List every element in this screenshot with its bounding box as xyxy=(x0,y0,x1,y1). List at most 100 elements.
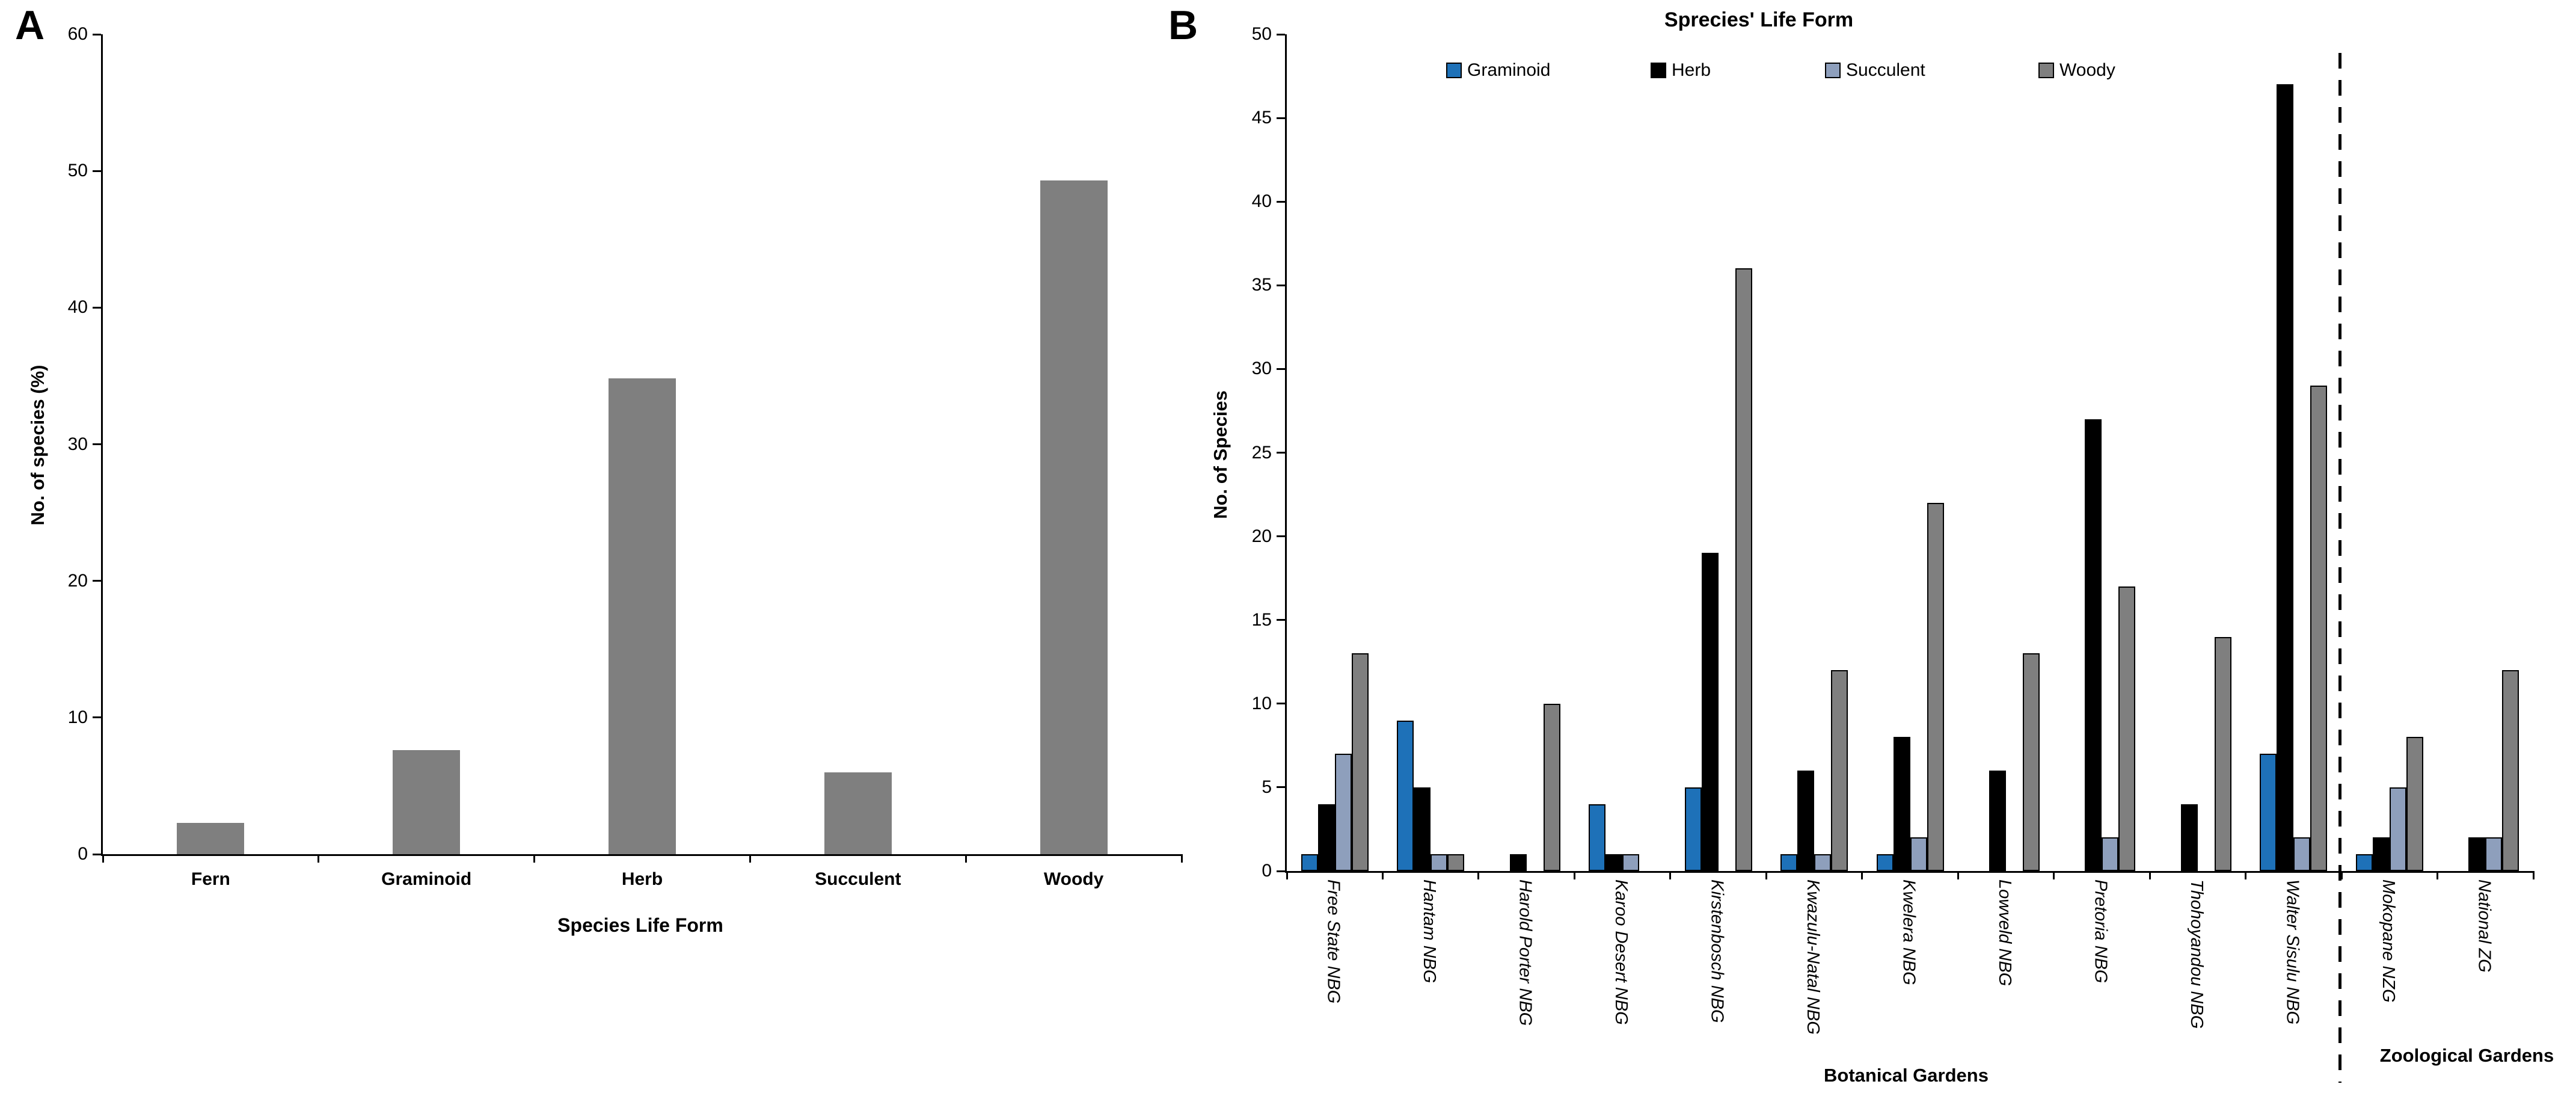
legend-swatch-herb-icon xyxy=(1651,63,1666,78)
panel-a-y-tick-label-60: 60 xyxy=(67,24,88,44)
panel-a-y-tick-label-30: 30 xyxy=(67,434,88,454)
panel-b-x-tick-2 xyxy=(1477,871,1480,879)
bar-herb-hantam-nbg xyxy=(1414,787,1431,871)
panel-b-chart-title: Sprecies' Life Form xyxy=(1664,8,1854,31)
panel-b-y-tick-15 xyxy=(1277,619,1285,621)
panel-b-y-tick-label-0: 0 xyxy=(1262,861,1272,881)
bar-woody-pretoria-nbg xyxy=(2118,586,2136,871)
panel-a-y-tick-50 xyxy=(93,170,101,172)
panel-b-x-tick-11 xyxy=(2340,871,2343,879)
panel-b-y-tick-label-25: 25 xyxy=(1251,442,1272,463)
panel-b-x-tick-10 xyxy=(2245,871,2247,879)
panel-b-y-axis-title: No. of Species xyxy=(1210,390,1231,519)
panel-a-x-tick-3 xyxy=(749,854,751,863)
legend-item-woody: Woody xyxy=(2038,61,2115,80)
bar-woody-kwelera-nbg xyxy=(1927,502,1944,871)
bar-herb xyxy=(609,378,676,854)
bar-woody-lowveld-nbg xyxy=(2022,653,2040,871)
bar-herb-lowveld-nbg xyxy=(1989,771,2006,871)
legend-item-graminoid: Graminoid xyxy=(1446,61,1550,80)
bar-herb-pretoria-nbg xyxy=(2085,419,2102,871)
panel-b-y-tick-0 xyxy=(1277,870,1285,872)
panel-a-x-tick-4 xyxy=(964,854,967,863)
bar-woody xyxy=(1040,180,1108,854)
panel-b-plot-area: 0 5 10 15 20 25 30 35 40 45 50 Free State NBG Hantam… xyxy=(1252,25,2535,1035)
panel-a-y-tick-0 xyxy=(93,853,101,855)
bar-herb-kwelera-nbg xyxy=(1893,737,1910,871)
panel-b-y-tick-35 xyxy=(1277,284,1285,286)
bar-succulent xyxy=(824,772,892,854)
bar-succulent-walter-sisulu-nbg xyxy=(2293,837,2311,871)
panel-a-plot-area: 0 10 20 30 40 50 60 Fern Graminoid Herb Succulent W… xyxy=(68,25,1183,889)
panel-b-y-tick-20 xyxy=(1277,535,1285,538)
panel-b-category-label-free-state-nbg: Free State NBG xyxy=(1323,879,1343,1004)
bar-herb-harold-porter-nbg xyxy=(1509,854,1527,871)
panel-a-x-tick-5 xyxy=(1180,854,1183,863)
panel-a-y-tick-label-20: 20 xyxy=(67,570,88,591)
panel-b-category-label-karoo-desert-nbg: Karoo Desert NBG xyxy=(1612,879,1631,1025)
panel-a-category-label-succulent: Succulent xyxy=(815,869,901,889)
bar-woody-hantam-nbg xyxy=(1447,854,1465,871)
panel-b-x-tick-1 xyxy=(1381,871,1384,879)
panel-a-category-label-fern: Fern xyxy=(191,869,230,889)
zoological-gardens-label: Zoological Gardens xyxy=(2379,1045,2554,1066)
panel-a-x-tick-2 xyxy=(533,854,536,863)
panel-b-x-tick-4 xyxy=(1669,871,1672,879)
bar-succulent-hantam-nbg xyxy=(1431,854,1448,871)
bar-herb-thohoyandou-nbg xyxy=(2180,804,2198,871)
legend-label-herb: Herb xyxy=(1672,60,1711,80)
panel-b-category-label-pretoria-nbg: Pretoria NBG xyxy=(2091,879,2111,984)
panel-b-y-tick-label-45: 45 xyxy=(1251,108,1272,128)
panel-b-y-tick-label-35: 35 xyxy=(1251,275,1272,295)
panel-b-category-label-lowveld-nbg: Lowveld NBG xyxy=(1995,879,2014,987)
panel-b-y-tick-label-20: 20 xyxy=(1251,526,1272,546)
panel-b-category-label-harold-porter-nbg: Harold Porter NBG xyxy=(1515,879,1535,1026)
panel-b-y-tick-label-50: 50 xyxy=(1251,24,1272,44)
bar-herb-kwazulu-natal-nbg xyxy=(1797,771,1815,871)
bar-herb-karoo-desert-nbg xyxy=(1605,854,1623,871)
bar-woody-national-zg xyxy=(2502,670,2519,871)
bar-succulent-karoo-desert-nbg xyxy=(1622,854,1640,871)
panel-b-category-label-national-zg: National ZG xyxy=(2474,879,2494,973)
panel-b-legend: Graminoid Herb Succulent Woody xyxy=(1446,61,2288,81)
bar-herb-kirstenbosch-nbg xyxy=(1701,553,1719,871)
panel-b-y-tick-40 xyxy=(1277,200,1285,203)
panel-b-x-tick-0 xyxy=(1286,871,1288,879)
panel-a-category-label-herb: Herb xyxy=(621,869,663,889)
panel-a-y-tick-label-10: 10 xyxy=(67,707,88,727)
legend-item-succulent: Succulent xyxy=(1825,61,1925,80)
bar-woody-walter-sisulu-nbg xyxy=(2310,386,2328,871)
panel-b-y-tick-label-15: 15 xyxy=(1251,609,1272,630)
panel-b-x-tick-13 xyxy=(2532,871,2535,879)
panel-a-category-label-graminoid: Graminoid xyxy=(381,869,472,889)
bar-graminoid-mokopane-nzg xyxy=(2355,854,2373,871)
panel-b-y-tick-25 xyxy=(1277,452,1285,454)
panel-b-category-label-walter-sisulu-nbg: Walter Sisulu NBG xyxy=(2283,879,2302,1025)
bar-succulent-kwelera-nbg xyxy=(1910,837,1927,871)
panel-b-y-tick-5 xyxy=(1277,786,1285,789)
bar-herb-walter-sisulu-nbg xyxy=(2277,84,2294,871)
panel-a-x-tick-0 xyxy=(102,854,104,863)
bar-woody-kwazulu-natal-nbg xyxy=(1831,670,1848,871)
bar-graminoid-kwazulu-natal-nbg xyxy=(1780,854,1798,871)
panel-b-y-tick-30 xyxy=(1277,368,1285,370)
panel-b-y-tick-label-10: 10 xyxy=(1251,693,1272,713)
legend-swatch-graminoid-icon xyxy=(1446,63,1462,78)
panel-b-y-tick-10 xyxy=(1277,703,1285,705)
legend-swatch-succulent-icon xyxy=(1825,63,1841,78)
panel-a-y-tick-label-0: 0 xyxy=(78,844,88,864)
panel-b-category-label-kirstenbosch-nbg: Kirstenbosch NBG xyxy=(1707,879,1727,1023)
panel-a-y-tick-40 xyxy=(93,306,101,309)
bar-succulent-pretoria-nbg xyxy=(2102,837,2119,871)
panel-a-y-tick-10 xyxy=(93,716,101,719)
panel-b-x-tick-12 xyxy=(2436,871,2439,879)
panel-a-letter: A xyxy=(15,2,45,48)
panel-b-x-tick-8 xyxy=(2053,871,2055,879)
panel-b-y-tick-45 xyxy=(1277,117,1285,119)
panel-b-x-tick-9 xyxy=(2148,871,2151,879)
panel-b-y-tick-50 xyxy=(1277,33,1285,35)
bar-herb-national-zg xyxy=(2468,837,2486,871)
panel-a-y-tick-60 xyxy=(93,33,101,35)
panel-a-y-tick-20 xyxy=(93,580,101,582)
